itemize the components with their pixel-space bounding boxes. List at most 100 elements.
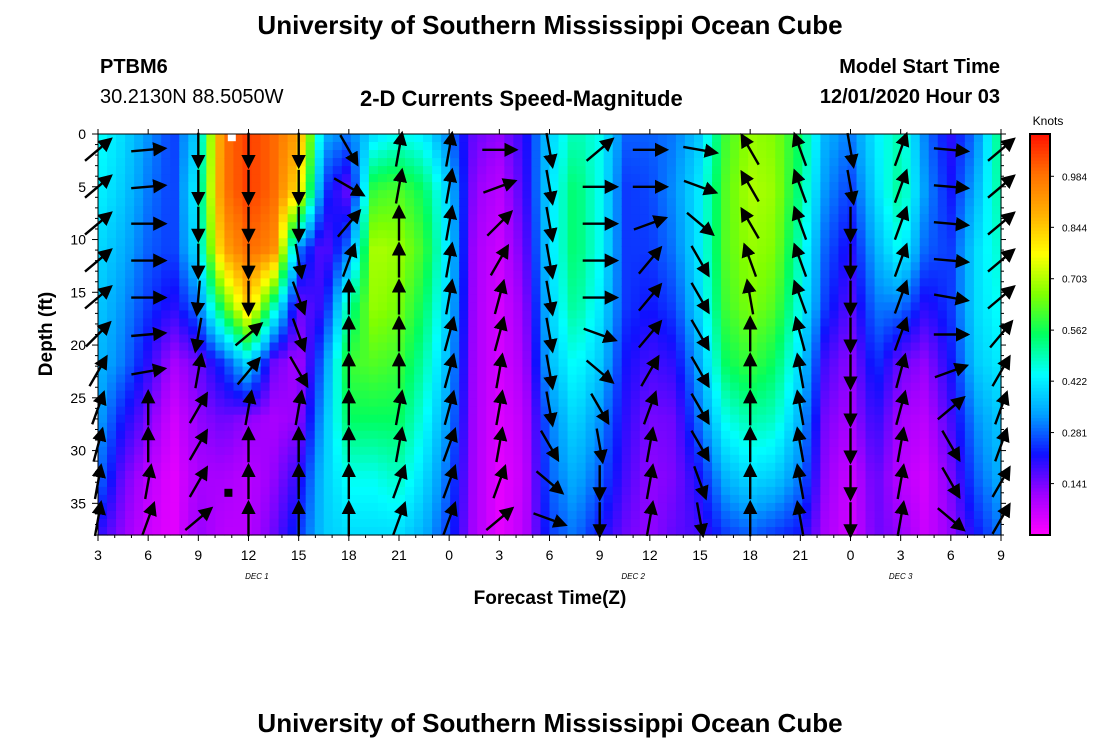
- heatmap-cell: [522, 286, 533, 295]
- heatmap-cell: [657, 374, 668, 384]
- heatmap-cell: [838, 430, 849, 440]
- heatmap-cell: [757, 334, 767, 344]
- heatmap-cell: [639, 494, 650, 504]
- heatmap-cell: [350, 526, 361, 536]
- heatmap-cell: [197, 254, 207, 263]
- heatmap-cell: [477, 310, 487, 320]
- heatmap-cell: [766, 510, 776, 520]
- heatmap-cell: [116, 334, 126, 344]
- heatmap-cell: [107, 510, 117, 520]
- heatmap-cell: [260, 134, 271, 143]
- heatmap-cell: [730, 190, 740, 199]
- heatmap-cell: [775, 222, 785, 231]
- heatmap-cell: [161, 382, 171, 392]
- heatmap-cell: [134, 310, 144, 320]
- heatmap-cell: [179, 254, 189, 263]
- heatmap-cell: [341, 454, 352, 464]
- heatmap-cell: [215, 350, 226, 360]
- heatmap-cell: [359, 286, 370, 295]
- heatmap-cell: [368, 190, 379, 199]
- heatmap-cell: [982, 150, 993, 159]
- heatmap-cell: [125, 494, 135, 504]
- heatmap-cell: [161, 166, 171, 175]
- heatmap-cell: [603, 270, 614, 279]
- heatmap-cell: [242, 494, 253, 504]
- heatmap-cell: [152, 438, 162, 448]
- heatmap-cell: [991, 286, 1002, 295]
- heatmap-cell: [811, 398, 821, 408]
- heatmap-cell: [639, 446, 650, 456]
- heatmap-cell: [513, 494, 524, 504]
- heatmap-cell: [359, 262, 370, 271]
- heatmap-cell: [666, 166, 677, 175]
- heatmap-cell: [495, 222, 505, 231]
- heatmap-cell: [107, 198, 117, 207]
- heatmap-cell: [459, 158, 469, 167]
- heatmap-cell: [585, 430, 596, 440]
- heatmap-cell: [468, 462, 478, 472]
- heatmap-cell: [377, 158, 388, 167]
- heatmap-cell: [161, 198, 171, 207]
- heatmap-cell: [296, 182, 307, 191]
- heatmap-cell: [919, 430, 930, 440]
- heatmap-cell: [468, 262, 478, 271]
- heatmap-cell: [585, 174, 596, 183]
- heatmap-cell: [486, 334, 496, 344]
- heatmap-cell: [540, 462, 551, 472]
- heatmap-cell: [621, 278, 632, 287]
- heatmap-cell: [811, 502, 821, 512]
- heatmap-cell: [901, 190, 912, 199]
- heatmap-cell: [856, 150, 867, 159]
- heatmap-cell: [386, 198, 397, 207]
- heatmap-cell: [657, 366, 668, 376]
- heatmap-cell: [964, 286, 975, 295]
- heatmap-cell: [982, 446, 993, 456]
- heatmap-cell: [558, 334, 569, 344]
- heatmap-cell: [937, 166, 948, 175]
- heatmap-cell: [639, 334, 650, 344]
- heatmap-cell: [594, 254, 605, 263]
- heatmap-cell: [829, 238, 840, 247]
- heatmap-cell: [377, 318, 388, 328]
- heatmap-cell: [495, 494, 505, 504]
- heatmap-cell: [558, 246, 569, 255]
- heatmap-cell: [260, 286, 271, 295]
- heatmap-cell: [973, 502, 984, 512]
- heatmap-cell: [143, 494, 153, 504]
- heatmap-cell: [757, 318, 767, 328]
- heatmap-cell: [946, 222, 957, 231]
- heatmap-cell: [757, 390, 767, 400]
- heatmap-cell: [874, 334, 885, 344]
- heatmap-cell: [865, 246, 876, 255]
- heatmap-cell: [892, 374, 903, 384]
- heatmap-cell: [269, 438, 280, 448]
- heatmap-cell: [829, 198, 840, 207]
- heatmap-cell: [513, 486, 524, 496]
- heatmap-cell: [558, 262, 569, 271]
- heatmap-cell: [937, 294, 948, 304]
- heatmap-cell: [639, 318, 650, 328]
- heatmap-cell: [892, 278, 903, 287]
- heatmap-cell: [134, 414, 144, 424]
- heatmap-cell: [152, 342, 162, 352]
- heatmap-cell: [748, 230, 758, 239]
- heatmap-cell: [432, 230, 442, 239]
- heatmap-cell: [224, 398, 235, 408]
- heatmap-cell: [712, 358, 722, 368]
- heatmap-cell: [107, 406, 117, 416]
- heatmap-cell: [486, 158, 496, 167]
- heatmap-cell: [350, 230, 361, 239]
- heatmap-cell: [377, 342, 388, 352]
- heatmap-cell: [486, 478, 496, 488]
- heatmap-cell: [459, 230, 469, 239]
- heatmap-cell: [820, 246, 831, 255]
- heatmap-cell: [486, 486, 496, 496]
- heatmap-cell: [585, 190, 596, 199]
- heatmap-cell: [937, 398, 948, 408]
- heatmap-cell: [423, 518, 433, 528]
- heatmap-cell: [793, 334, 803, 344]
- heatmap-cell: [982, 294, 993, 304]
- heatmap-cell: [693, 398, 704, 408]
- heatmap-cell: [522, 350, 533, 360]
- heatmap-cell: [712, 382, 722, 392]
